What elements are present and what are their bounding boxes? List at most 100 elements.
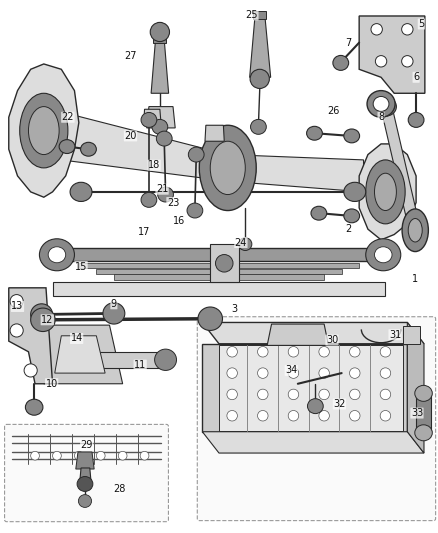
Circle shape (227, 368, 237, 378)
Ellipse shape (70, 182, 92, 201)
Ellipse shape (250, 69, 269, 88)
Text: 15: 15 (75, 262, 87, 271)
Polygon shape (253, 11, 266, 19)
Ellipse shape (251, 119, 266, 134)
Ellipse shape (415, 425, 432, 441)
Circle shape (319, 368, 329, 378)
Circle shape (10, 295, 23, 308)
Ellipse shape (188, 147, 204, 162)
Polygon shape (144, 109, 161, 125)
Circle shape (227, 389, 237, 400)
Text: 21: 21 (156, 184, 168, 194)
Circle shape (319, 410, 329, 421)
Ellipse shape (307, 126, 322, 140)
Ellipse shape (367, 91, 395, 117)
Ellipse shape (408, 112, 424, 127)
Polygon shape (9, 64, 79, 197)
Circle shape (258, 410, 268, 421)
Circle shape (319, 389, 329, 400)
Text: 23: 23 (167, 198, 179, 207)
Text: 8: 8 (378, 112, 384, 122)
Ellipse shape (103, 303, 125, 324)
Text: 28: 28 (113, 484, 125, 494)
Text: 25: 25 (246, 10, 258, 20)
Polygon shape (205, 125, 224, 141)
Text: 27: 27 (124, 51, 137, 61)
Circle shape (53, 451, 61, 460)
Circle shape (10, 324, 23, 337)
Text: 24: 24 (235, 238, 247, 247)
Polygon shape (53, 248, 385, 261)
Text: 6: 6 (413, 72, 419, 82)
Ellipse shape (210, 141, 245, 195)
Polygon shape (267, 324, 328, 345)
Circle shape (227, 346, 237, 357)
Ellipse shape (333, 55, 349, 70)
Ellipse shape (374, 247, 392, 263)
Text: 33: 33 (411, 408, 423, 418)
Circle shape (380, 346, 391, 357)
Polygon shape (53, 282, 385, 296)
Text: 31: 31 (389, 330, 401, 340)
Ellipse shape (311, 206, 327, 220)
Polygon shape (114, 274, 324, 280)
Circle shape (258, 389, 268, 400)
Polygon shape (79, 263, 359, 268)
Ellipse shape (31, 304, 53, 325)
Circle shape (215, 255, 233, 272)
Circle shape (96, 451, 105, 460)
Circle shape (74, 451, 83, 460)
Polygon shape (76, 452, 94, 469)
Ellipse shape (59, 140, 75, 154)
Ellipse shape (141, 192, 157, 207)
Text: 13: 13 (11, 302, 24, 311)
Text: 10: 10 (46, 379, 58, 389)
Ellipse shape (141, 112, 157, 127)
Ellipse shape (402, 209, 428, 252)
Ellipse shape (155, 349, 177, 370)
Text: 29: 29 (81, 440, 93, 450)
FancyBboxPatch shape (4, 424, 169, 522)
Polygon shape (219, 345, 403, 431)
Polygon shape (55, 336, 105, 373)
Ellipse shape (150, 22, 170, 42)
Ellipse shape (198, 307, 223, 330)
Circle shape (288, 389, 299, 400)
Text: 26: 26 (328, 106, 340, 116)
Ellipse shape (366, 160, 405, 224)
Circle shape (375, 55, 387, 67)
Polygon shape (202, 322, 424, 344)
Polygon shape (359, 144, 416, 240)
Circle shape (402, 23, 413, 35)
Circle shape (350, 389, 360, 400)
Circle shape (227, 410, 237, 421)
Polygon shape (228, 155, 364, 192)
Ellipse shape (366, 239, 401, 271)
Circle shape (24, 364, 37, 377)
Polygon shape (416, 393, 431, 433)
Text: 2: 2 (345, 224, 351, 234)
Circle shape (140, 451, 149, 460)
Ellipse shape (408, 219, 422, 242)
Ellipse shape (307, 399, 323, 414)
Text: 9: 9 (111, 299, 117, 309)
Polygon shape (153, 35, 166, 43)
Ellipse shape (152, 119, 168, 134)
Ellipse shape (156, 131, 172, 146)
Ellipse shape (48, 247, 66, 263)
Polygon shape (403, 326, 420, 344)
Ellipse shape (28, 107, 59, 155)
Text: 22: 22 (62, 112, 74, 122)
Ellipse shape (415, 385, 432, 401)
Circle shape (31, 451, 39, 460)
Ellipse shape (77, 477, 93, 491)
Polygon shape (147, 107, 175, 128)
Ellipse shape (31, 308, 55, 332)
Polygon shape (210, 244, 239, 282)
Text: 12: 12 (41, 315, 53, 325)
Text: 34: 34 (285, 366, 297, 375)
Text: 20: 20 (124, 131, 137, 141)
Ellipse shape (374, 97, 396, 116)
Ellipse shape (39, 239, 74, 271)
Text: 17: 17 (138, 227, 151, 237)
